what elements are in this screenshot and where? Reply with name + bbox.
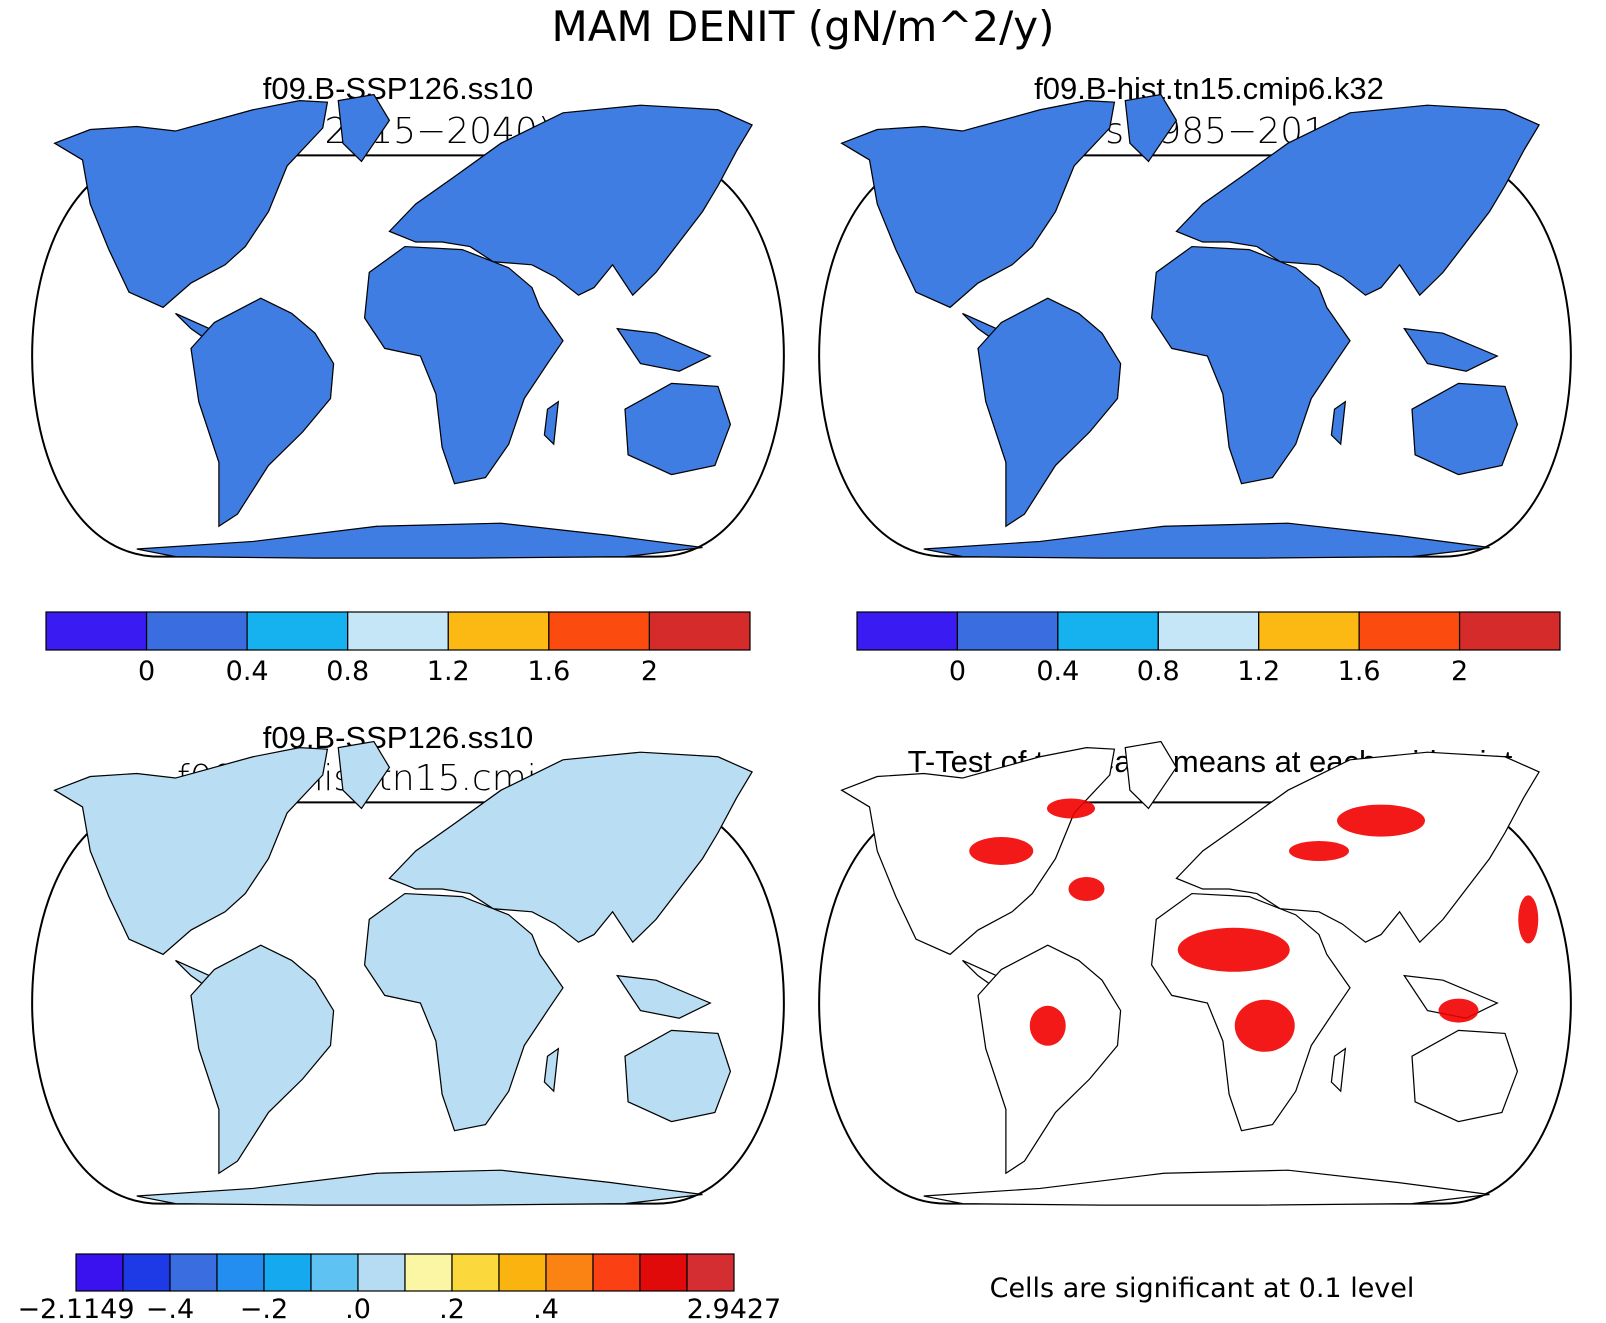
colorbar-tick-label: −.4 [146,1294,194,1323]
colorbar-swatch [45,611,148,651]
colorbar-tick-label: −2.1149 [17,1294,134,1323]
panel-case2: f09.B-hist.tn15.cmip6.k32 (yrs 1985−2014… [818,71,1572,559]
colorbar-swatch [1057,611,1159,651]
colorbar-swatch [169,1253,218,1292]
colorbar-swatch [145,611,248,651]
colorbar-swatch [310,1253,359,1292]
colorbar-tick-label: 0 [138,656,155,687]
significant-cells [969,837,1034,865]
colorbar-swatch [1258,611,1360,651]
figure-title: MAM DENIT (gN/m^2/y) [551,2,1054,51]
colorbar-tick-label: −.2 [240,1294,288,1323]
colorbar-tick-label: 2 [641,656,658,687]
colorbar-tick-label: 2.9427 [687,1294,781,1323]
colorbar-swatch [263,1253,312,1292]
colorbar-tick-label: .0 [345,1294,371,1323]
colorbar-swatch [1458,611,1561,651]
colorbar-swatch [498,1253,547,1292]
colorbar-tick-label: 1.6 [1338,656,1381,687]
colorbar-swatch [404,1253,453,1292]
colorbar-tick-label: 1.2 [1237,656,1280,687]
colorbar-swatch [122,1253,171,1292]
colorbar-difference: −2.1149 −.4 −.2 .0 .2 .4 2.9427 [17,1253,781,1323]
colorbar-swatch [216,1253,265,1292]
significant-cells [1047,798,1095,819]
panel-case1-name: f09.B-SSP126.ss10 [263,71,534,106]
panel-case2-name: f09.B-hist.tn15.cmip6.k32 [1034,71,1384,106]
colorbar-swatch [545,1253,594,1292]
panel-ttest: T-Test of two Case means at each grid po… [818,740,1572,1304]
colorbar-case1: 0 0.4 0.8 1.2 1.6 2 [45,611,751,687]
colorbar-tick-label: 1.6 [527,656,570,687]
colorbar-swatch [686,1253,735,1292]
colorbar-tick-label: 0 [949,656,966,687]
significant-cells [1068,877,1105,901]
colorbar-tick-label: 1.2 [427,656,470,687]
colorbar-tick-label: 0.4 [226,656,269,687]
significant-cells [1518,895,1539,944]
colorbar-swatch [956,611,1059,651]
colorbar-swatch [1157,611,1260,651]
significant-cells [1177,927,1290,972]
colorbar-swatch [451,1253,500,1292]
colorbar-swatch [592,1253,641,1292]
panel-difference: f09.B-SSP126.ss10 − f09.B−hist.tn15.cmip… [31,720,785,1206]
colorbar-swatch [639,1253,688,1292]
colorbar-swatch [1358,611,1461,651]
colorbar-tick-label: 0.8 [326,656,369,687]
colorbar-swatch [357,1253,406,1292]
colorbar-swatch [548,611,651,651]
colorbar-tick-label: 0.4 [1036,656,1079,687]
panel-case1: f09.B-SSP126.ss10 (yrs 2015−2040) [31,71,785,559]
significant-cells [1337,804,1425,837]
colorbar-tick-label: 0.8 [1137,656,1180,687]
colorbar-swatch [75,1253,124,1292]
significant-cells [1289,841,1349,861]
significant-cells [1234,999,1295,1052]
significance-note: Cells are significant at 0.1 level [990,1273,1415,1304]
colorbar-swatch [447,611,550,651]
significant-cells [1438,998,1479,1023]
colorbar-tick-label: .2 [439,1294,465,1323]
colorbar-swatch [648,611,751,651]
colorbar-tick-label: 2 [1451,656,1468,687]
colorbar-swatch [246,611,349,651]
significant-cells [1029,1005,1066,1046]
colorbar-swatch [856,611,959,651]
colorbar-tick-label: .4 [533,1294,559,1323]
colorbar-case2: 0 0.4 0.8 1.2 1.6 2 [856,611,1561,687]
colorbar-swatch [347,611,449,651]
